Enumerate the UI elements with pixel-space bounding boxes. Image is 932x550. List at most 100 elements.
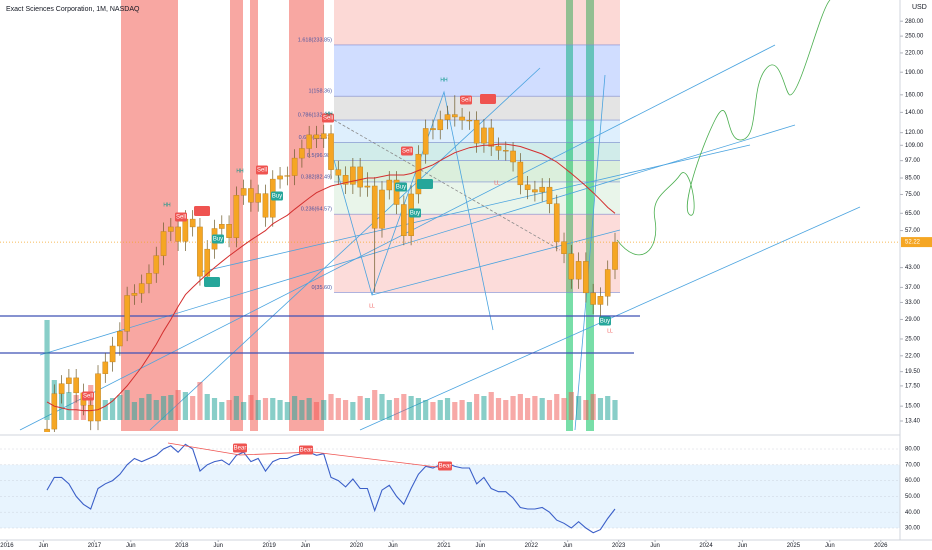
bear-label: Bear — [439, 464, 452, 470]
volume-bar — [44, 320, 50, 420]
y-tick-label: 19.50 — [905, 369, 921, 375]
axes-layer: 280.00 250.00 220.00 190.00 160.00 140.00 120.… — [0, 19, 932, 549]
signal-label: Buy — [396, 185, 406, 191]
candle-body — [262, 193, 269, 218]
volume-bar — [277, 400, 283, 420]
buy-zone — [566, 0, 573, 431]
sell-flag — [460, 95, 472, 105]
chart-title: Exact Sciences Corporation, 1M, NASDAQ — [6, 6, 140, 13]
candle-body — [473, 120, 480, 144]
volume-bar — [292, 396, 298, 420]
candle-body — [138, 283, 145, 294]
candle-body — [452, 114, 458, 118]
volume-bar — [248, 395, 254, 420]
volume-bar — [226, 400, 232, 420]
volume-bar — [597, 398, 604, 420]
candle-body — [218, 224, 225, 229]
volume-bar — [532, 396, 538, 420]
volume-bar — [313, 402, 320, 420]
zigzag — [333, 159, 621, 296]
price-layer — [0, 95, 900, 432]
y-tick-label: 15.00 — [905, 404, 921, 410]
signal-label: Sell — [257, 168, 267, 174]
candle-body — [284, 175, 291, 177]
x-tick-label: 2016 — [0, 543, 14, 549]
candle-body — [117, 331, 123, 347]
volume-bar — [66, 392, 72, 420]
sell-zone — [250, 0, 258, 431]
candle-body — [546, 186, 553, 204]
candle-body — [189, 218, 196, 228]
volume-bar — [393, 398, 400, 420]
y-tick-label: 43.00 — [905, 265, 921, 271]
moving-average — [46, 143, 616, 412]
volume-bar — [590, 394, 596, 420]
signal-label: Buy — [410, 211, 420, 217]
candle-body — [415, 153, 422, 195]
candle-body — [255, 193, 262, 203]
signal-label: Sell — [323, 116, 333, 122]
volume-bar — [182, 392, 188, 420]
volume-bar — [241, 402, 247, 420]
volume-bar — [146, 394, 152, 420]
volume-bar — [117, 395, 123, 420]
candle-body — [364, 185, 371, 188]
signal-flag — [204, 277, 220, 287]
swing-label: LL — [494, 180, 500, 186]
volume-bar — [124, 390, 130, 420]
candle-body — [44, 428, 50, 432]
fib-label: 0.5(96.98) — [307, 153, 332, 159]
candle-body — [131, 293, 138, 296]
volume-bar — [175, 390, 181, 420]
volume-layer — [44, 320, 618, 420]
candle-body — [182, 218, 189, 242]
x-tick-label: Jun — [301, 543, 311, 549]
volume-bar — [328, 394, 334, 420]
trend-line — [199, 144, 751, 273]
buy-flag — [599, 316, 611, 326]
volume-bar — [401, 394, 407, 420]
candle-body — [590, 292, 596, 305]
swing-label: HH — [325, 111, 333, 117]
buy-flag — [395, 182, 407, 192]
candle-body — [124, 295, 130, 332]
fib-band — [334, 0, 620, 45]
buy-flag — [271, 191, 283, 201]
signal-layer: Sell Sell Sell Sell Sell Sell Buy Buy Buy Buy Buy H… — [82, 77, 613, 401]
volume-bar — [153, 400, 159, 420]
candle-body — [612, 241, 618, 270]
y-tick-label: 109.00 — [905, 143, 924, 149]
candle-body — [204, 248, 211, 277]
candle-body — [502, 150, 509, 152]
swing-label: HH — [440, 77, 448, 83]
volume-bar — [262, 398, 269, 420]
candle-body — [328, 133, 334, 170]
volume-bar — [342, 400, 349, 420]
bear-flag — [299, 445, 313, 455]
y-tick-label: 30.00 — [905, 526, 921, 532]
candle-body — [240, 188, 247, 196]
volume-bar — [430, 402, 436, 420]
y-tick-label: 25.00 — [905, 337, 921, 343]
last-price-label: 52.22 — [905, 240, 921, 246]
y-tick-label: 37.00 — [905, 285, 921, 291]
x-tick-label: 2024 — [699, 543, 713, 549]
y-tick-label: 160.00 — [905, 92, 924, 98]
bear-label: Bear — [300, 448, 313, 454]
y-tick-label: 120.00 — [905, 130, 924, 136]
sell-flag — [175, 212, 187, 222]
trend-line — [19, 44, 776, 431]
fib-band — [334, 96, 620, 121]
signal-label: Buy — [213, 237, 223, 243]
candle-body — [175, 226, 181, 242]
candle-body — [291, 157, 298, 176]
volume-bar — [605, 396, 611, 420]
sell-zone — [289, 0, 324, 431]
volume-bar — [423, 400, 429, 420]
volume-bar — [109, 398, 116, 420]
volume-bar — [459, 400, 465, 420]
candle-body — [248, 188, 254, 203]
candle-body — [153, 255, 160, 274]
volume-bar — [364, 398, 371, 420]
trend-line — [574, 74, 606, 431]
